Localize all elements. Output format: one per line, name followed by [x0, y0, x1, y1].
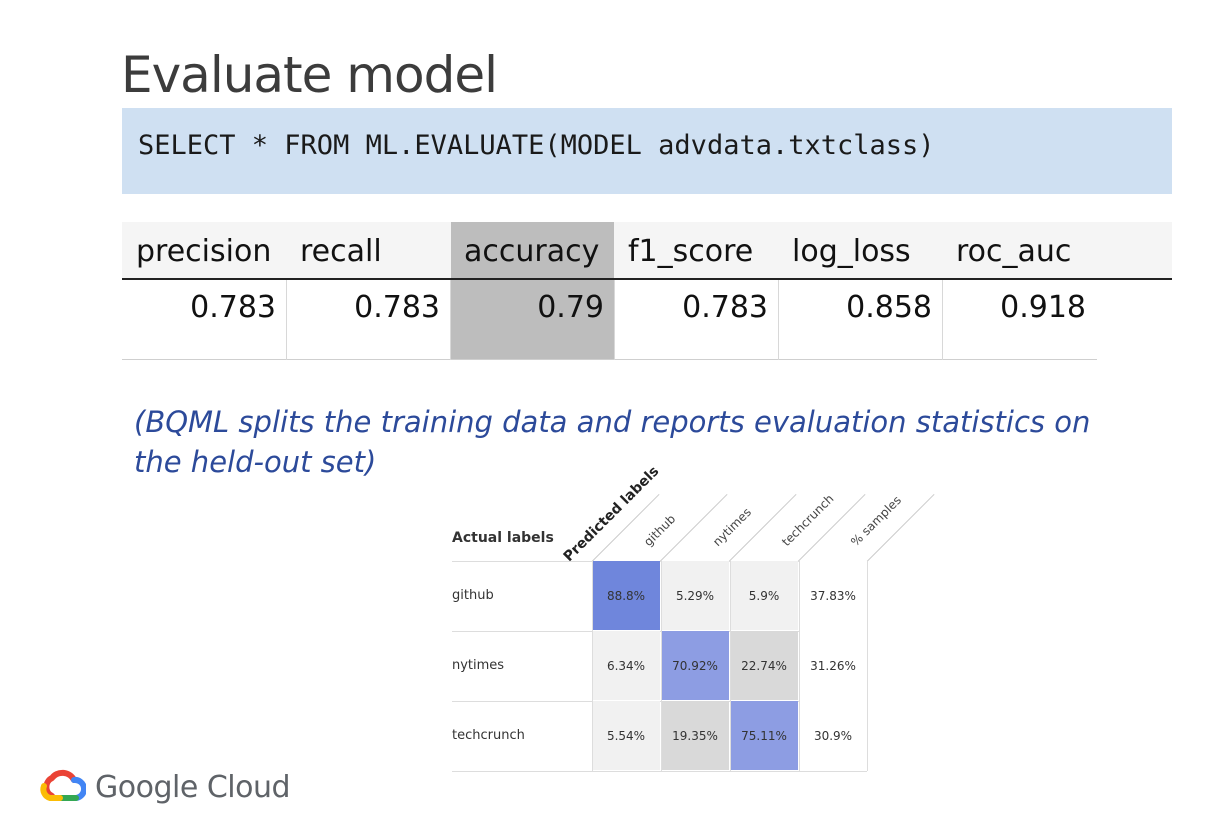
- grid-line: [661, 561, 662, 771]
- cell-github-samples: 37.83%: [799, 561, 867, 630]
- column-separator: [286, 280, 287, 360]
- cell-nytimes-github: 6.34%: [592, 631, 660, 700]
- confusion-matrix: Actual labels Predicted labels github ny…: [452, 455, 952, 775]
- metrics-header-background: [122, 222, 1172, 278]
- cell-nytimes-techcrunch: 22.74%: [730, 631, 798, 700]
- cell-techcrunch-nytimes: 19.35%: [661, 701, 729, 770]
- cell-nytimes-samples: 31.26%: [799, 631, 867, 700]
- cell-github-github: 88.8%: [592, 561, 660, 630]
- metrics-table: precision recall accuracy f1_score log_l…: [122, 222, 1172, 360]
- cell-techcrunch-github: 5.54%: [592, 701, 660, 770]
- header-log-loss: log_loss: [792, 234, 911, 269]
- header-divider: [122, 278, 1172, 280]
- header-precision: precision: [136, 234, 272, 269]
- cell-github-nytimes: 5.29%: [661, 561, 729, 630]
- google-cloud-logo: Google Cloud: [38, 766, 318, 810]
- grid-line: [799, 561, 800, 771]
- accuracy-highlight: [451, 222, 614, 360]
- value-f1-score: 0.783: [682, 290, 768, 325]
- google-cloud-wordmark: Google Cloud: [95, 770, 291, 805]
- column-separator: [942, 280, 943, 360]
- grid-line: [867, 561, 868, 771]
- actual-labels-header: Actual labels: [452, 530, 554, 546]
- slide-title: Evaluate model: [121, 46, 498, 104]
- query-text: SELECT * FROM ML.EVALUATE(MODEL advdata.…: [138, 130, 935, 161]
- evaluation-note: (BQML splits the training data and repor…: [134, 405, 1091, 479]
- cloud-icon: [40, 769, 87, 801]
- header-roc-auc: roc_auc: [956, 234, 1072, 269]
- table-bottom-border: [122, 359, 1097, 360]
- grid-line: [452, 771, 867, 772]
- cell-nytimes-nytimes: 70.92%: [661, 631, 729, 700]
- cell-techcrunch-techcrunch: 75.11%: [730, 701, 798, 770]
- query-box: SELECT * FROM ML.EVALUATE(MODEL advdata.…: [122, 108, 1172, 194]
- row-label-techcrunch: techcrunch: [452, 728, 525, 743]
- row-label-github: github: [452, 588, 494, 603]
- column-header-github: github: [641, 511, 679, 549]
- column-separator: [778, 280, 779, 360]
- column-separator: [450, 280, 451, 360]
- value-accuracy: 0.79: [537, 290, 604, 325]
- value-precision: 0.783: [190, 290, 276, 325]
- grid-line: [730, 561, 731, 771]
- header-f1-score: f1_score: [628, 234, 754, 269]
- value-recall: 0.783: [354, 290, 440, 325]
- row-label-nytimes: nytimes: [452, 658, 505, 673]
- value-log-loss: 0.858: [846, 290, 932, 325]
- grid-line: [592, 561, 593, 771]
- header-recall: recall: [300, 234, 382, 269]
- value-roc-auc: 0.918: [1000, 290, 1086, 325]
- header-accuracy: accuracy: [464, 234, 600, 269]
- cell-techcrunch-samples: 30.9%: [799, 701, 867, 770]
- column-separator: [614, 280, 615, 360]
- cell-github-techcrunch: 5.9%: [730, 561, 798, 630]
- predicted-labels-header: Predicted labels: [560, 463, 663, 565]
